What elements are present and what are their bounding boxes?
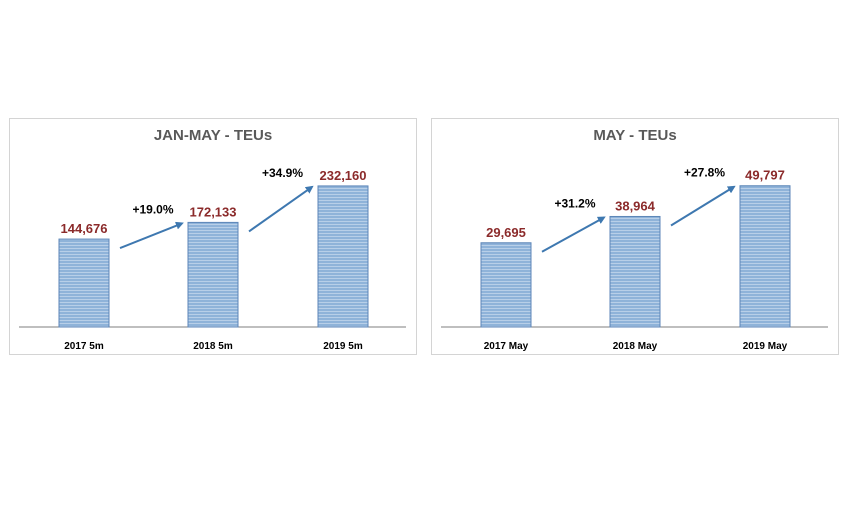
chart-jan-may-teus: JAN-MAY - TEUs 144,676 2017 5m 172,133 2018 …	[19, 127, 406, 352]
chart-title: JAN-MAY - TEUs	[154, 127, 272, 144]
bar-value-label: 144,676	[61, 221, 108, 236]
growth-arrow	[248, 185, 314, 233]
bar-value-label: 38,964	[615, 198, 656, 213]
bar-value-label: 49,797	[745, 168, 785, 183]
x-tick-label: 2017 5m	[64, 341, 104, 352]
growth-label: +19.0%	[132, 202, 173, 216]
x-tick-label: 2018 May	[613, 341, 658, 352]
growth-label: +27.8%	[684, 166, 725, 180]
bar-3	[317, 185, 369, 328]
bar-value-label: 232,160	[320, 168, 367, 183]
chart-panel-may: MAY - TEUs 29,695 2017 May 38,964 2018 May 49…	[431, 118, 839, 355]
x-tick-label: 2018 5m	[193, 341, 233, 352]
bar-value-label: 172,133	[190, 204, 237, 219]
x-tick-label: 2017 May	[484, 341, 529, 352]
growth-label: +31.2%	[554, 196, 595, 210]
growth-arrow	[670, 185, 736, 227]
chart-panel-jan-may: JAN-MAY - TEUs 144,676 2017 5m 172,133 2018 …	[9, 118, 417, 355]
x-tick-label: 2019 5m	[323, 341, 363, 352]
bar-value-label: 29,695	[486, 225, 526, 240]
chart-may-teus: MAY - TEUs 29,695 2017 May 38,964 2018 May 49…	[441, 127, 828, 352]
bar-2	[187, 221, 239, 328]
x-tick-label: 2019 May	[743, 341, 788, 352]
growth-label: +34.9%	[262, 166, 303, 180]
chart-title: MAY - TEUs	[593, 127, 676, 144]
bar-1	[480, 242, 532, 328]
bar-1	[58, 238, 110, 328]
bar-3	[739, 185, 791, 328]
growth-arrow	[541, 216, 606, 253]
growth-arrow	[119, 221, 184, 250]
bar-2	[609, 215, 661, 328]
